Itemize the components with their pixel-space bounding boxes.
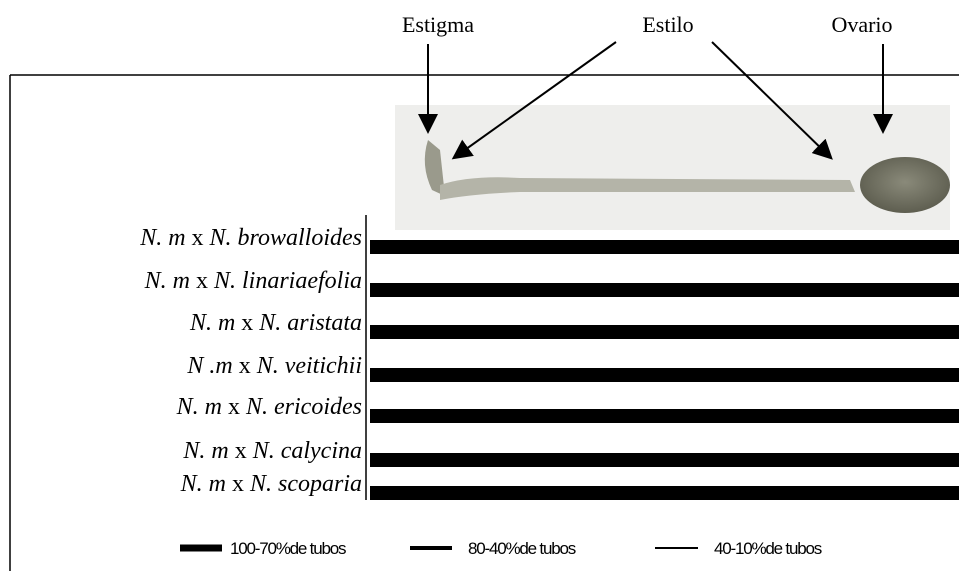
male: N. aristata [258, 310, 362, 336]
separator: x [196, 268, 208, 294]
male: N. ericoides [245, 394, 362, 420]
female: N. m [182, 438, 228, 464]
separator: x [235, 438, 247, 464]
female: N. m [189, 310, 235, 336]
pollen-tube-bar [370, 486, 959, 500]
pollen-tube-bar [370, 240, 959, 254]
male: N. browalloides [209, 225, 362, 251]
separator: x [239, 353, 251, 379]
part-label: Estigma [402, 12, 474, 37]
pistil-photo [395, 105, 950, 230]
pollen-tube-bar [370, 325, 959, 339]
arrow [451, 41, 617, 160]
legend-label: 100-70%de tubos [230, 539, 346, 558]
pollen-tube-bar [370, 453, 959, 467]
male: N. calycina [252, 438, 362, 464]
separator: x [192, 225, 204, 251]
female: N. m [144, 268, 190, 294]
legend-label: 80-40%de tubos [468, 539, 576, 558]
cross-label: N. m x N. scoparia [180, 471, 362, 497]
legend: 100-70%de tubos 80-40%de tubos 40-10%de tu… [180, 539, 823, 558]
female: N .m [186, 353, 232, 379]
cross-label: N. m x N. calycina [182, 438, 362, 464]
part-label: Estilo [642, 12, 693, 37]
pollen-tube-bar [370, 409, 959, 423]
male: N. scoparia [249, 471, 362, 497]
part-label: Ovario [831, 12, 892, 37]
female: N. m [180, 471, 226, 497]
cross-label: N. m x N. browalloides [139, 225, 362, 251]
arrow [711, 41, 833, 160]
male: N. linariaefolia [213, 268, 362, 294]
female: N. m [176, 394, 222, 420]
cross-label: N. m x N. linariaefolia [144, 268, 362, 294]
cross-label: N. m x N. aristata [189, 310, 362, 336]
legend-label: 40-10%de tubos [714, 539, 822, 558]
separator: x [228, 394, 240, 420]
separator: x [232, 471, 244, 497]
male: N. veitichii [256, 353, 362, 379]
female: N. m [139, 225, 185, 251]
pollen-tube-bar [370, 368, 959, 382]
cross-label: N. m x N. ericoides [176, 394, 362, 420]
separator: x [241, 310, 253, 336]
cross-label: N .m x N. veitichii [186, 353, 362, 379]
pollen-tube-bar [370, 283, 959, 297]
